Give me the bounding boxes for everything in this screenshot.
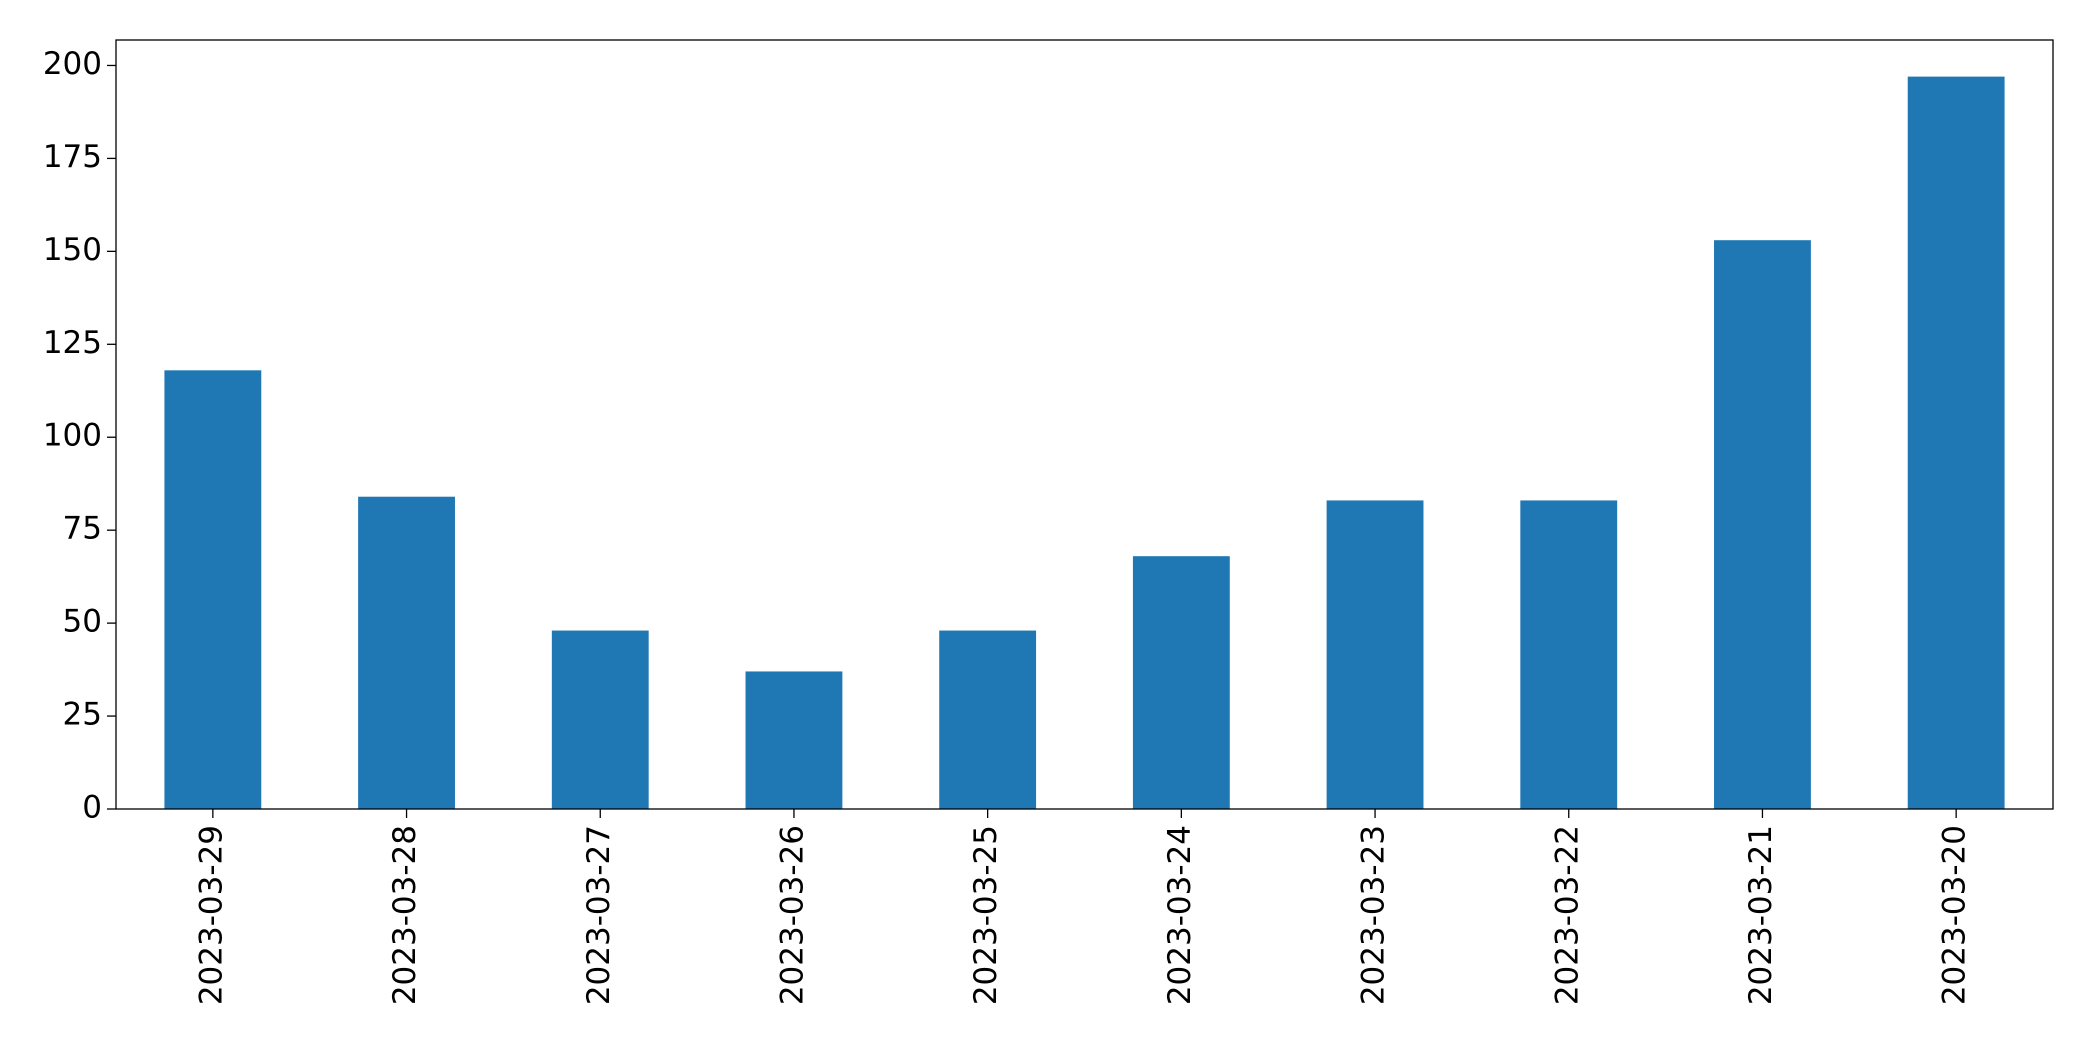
y-tick-label: 100 [43,418,102,454]
y-tick-label: 75 [63,511,102,547]
bar [551,630,649,809]
bar [939,630,1037,809]
y-tick-label: 175 [43,139,102,175]
bar [745,671,843,809]
x-tick-label: 2023-03-23 [1356,825,1392,1005]
x-tick-label: 2023-03-22 [1549,825,1585,1005]
bar [1520,500,1618,809]
x-tick-label: 2023-03-24 [1162,825,1198,1005]
bar [358,496,455,809]
y-tick-label: 25 [63,697,102,733]
x-tick-label: 2023-03-26 [774,825,810,1005]
plot-frame [115,39,2054,810]
bar [164,370,262,809]
x-tick-label: 2023-03-28 [387,825,423,1005]
x-tick-label: 2023-03-25 [968,825,1004,1005]
bar [1714,240,1811,809]
bar [1132,556,1230,809]
bar [1326,500,1424,809]
x-tick-label: 2023-03-21 [1743,825,1779,1005]
x-tick-label: 2023-03-29 [193,825,229,1005]
y-tick-label: 200 [43,46,102,82]
x-tick-label: 2023-03-20 [1937,825,1973,1005]
y-tick-label: 125 [43,325,102,361]
y-tick-label: 50 [63,604,102,640]
y-tick-label: 150 [43,232,102,268]
x-tick-label: 2023-03-27 [581,825,617,1005]
y-tick-label: 0 [82,790,102,826]
bar [1907,76,2005,810]
